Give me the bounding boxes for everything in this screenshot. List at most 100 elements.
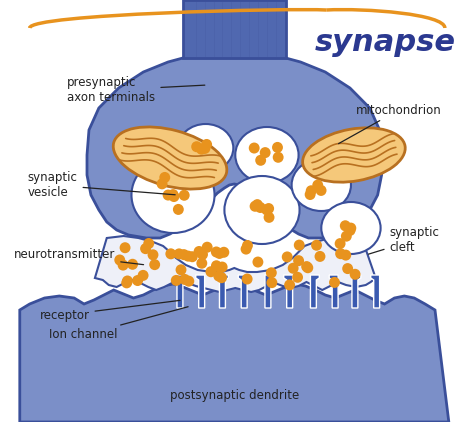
Polygon shape — [219, 275, 228, 308]
Ellipse shape — [321, 202, 381, 254]
Polygon shape — [95, 236, 376, 292]
Text: presynaptic
axon terminals: presynaptic axon terminals — [67, 76, 205, 104]
Circle shape — [316, 185, 327, 196]
Circle shape — [143, 238, 154, 249]
Circle shape — [122, 276, 133, 287]
Circle shape — [335, 248, 346, 259]
Text: mitochondrion: mitochondrion — [338, 103, 442, 143]
Circle shape — [266, 267, 277, 278]
Ellipse shape — [178, 124, 233, 172]
Text: receptor: receptor — [39, 300, 180, 322]
Circle shape — [345, 225, 356, 236]
Circle shape — [194, 246, 204, 257]
Polygon shape — [352, 275, 361, 308]
Circle shape — [205, 266, 216, 277]
Circle shape — [119, 242, 130, 253]
Polygon shape — [371, 275, 380, 308]
Circle shape — [250, 201, 261, 212]
Circle shape — [301, 261, 312, 272]
Circle shape — [292, 272, 303, 283]
Circle shape — [149, 259, 160, 270]
Circle shape — [173, 204, 184, 215]
Polygon shape — [265, 275, 274, 308]
Circle shape — [156, 179, 167, 189]
Ellipse shape — [131, 157, 215, 233]
Circle shape — [118, 260, 128, 271]
Circle shape — [202, 242, 213, 253]
Polygon shape — [177, 275, 186, 308]
Circle shape — [346, 222, 356, 234]
Polygon shape — [284, 275, 292, 308]
Circle shape — [200, 143, 210, 154]
Circle shape — [147, 249, 158, 260]
Circle shape — [329, 277, 340, 288]
Circle shape — [211, 246, 222, 257]
Circle shape — [175, 264, 186, 275]
Circle shape — [253, 257, 264, 268]
Text: synapse: synapse — [315, 27, 456, 57]
Text: synaptic
cleft: synaptic cleft — [368, 226, 439, 254]
Circle shape — [217, 262, 228, 273]
Circle shape — [315, 251, 326, 262]
Circle shape — [242, 240, 253, 251]
Circle shape — [342, 263, 353, 274]
Circle shape — [341, 231, 352, 242]
Text: neurotransmitter: neurotransmitter — [14, 249, 144, 265]
Circle shape — [264, 212, 274, 223]
Circle shape — [255, 202, 266, 213]
Circle shape — [294, 240, 305, 251]
Circle shape — [178, 249, 189, 260]
Circle shape — [249, 143, 260, 154]
Circle shape — [266, 277, 277, 288]
Circle shape — [273, 152, 283, 163]
Circle shape — [191, 141, 202, 152]
Circle shape — [263, 203, 274, 214]
Circle shape — [312, 180, 323, 191]
Ellipse shape — [224, 176, 300, 244]
Circle shape — [182, 251, 193, 262]
Ellipse shape — [113, 127, 227, 189]
Circle shape — [213, 271, 224, 281]
Circle shape — [159, 172, 170, 183]
Polygon shape — [20, 283, 449, 422]
Polygon shape — [183, 0, 286, 58]
Circle shape — [252, 199, 263, 210]
Circle shape — [187, 251, 198, 262]
Circle shape — [284, 279, 295, 290]
Text: synaptic
vesicle: synaptic vesicle — [27, 171, 175, 199]
Polygon shape — [196, 275, 205, 308]
Circle shape — [165, 248, 176, 260]
Circle shape — [350, 269, 361, 280]
Circle shape — [311, 240, 322, 251]
Circle shape — [340, 220, 351, 231]
Polygon shape — [238, 275, 247, 308]
Circle shape — [306, 185, 317, 196]
Ellipse shape — [302, 128, 405, 182]
Circle shape — [169, 191, 179, 202]
Circle shape — [242, 273, 253, 284]
Circle shape — [288, 263, 299, 274]
Circle shape — [171, 275, 182, 286]
Circle shape — [173, 249, 184, 260]
Circle shape — [179, 190, 190, 201]
Ellipse shape — [292, 159, 351, 211]
Circle shape — [305, 189, 316, 200]
Circle shape — [272, 142, 283, 153]
Circle shape — [282, 252, 292, 262]
Text: postsynaptic dendrite: postsynaptic dendrite — [170, 389, 299, 401]
Circle shape — [241, 243, 252, 254]
Circle shape — [114, 254, 125, 265]
Circle shape — [201, 139, 212, 150]
Circle shape — [163, 189, 173, 200]
Circle shape — [219, 247, 229, 258]
Circle shape — [293, 255, 304, 266]
Circle shape — [132, 275, 143, 286]
Circle shape — [140, 243, 151, 254]
Circle shape — [302, 262, 313, 273]
Polygon shape — [310, 275, 319, 308]
Ellipse shape — [235, 127, 299, 183]
Circle shape — [216, 272, 227, 283]
Circle shape — [121, 277, 132, 288]
Polygon shape — [329, 275, 338, 308]
Text: Ion channel: Ion channel — [49, 307, 188, 341]
